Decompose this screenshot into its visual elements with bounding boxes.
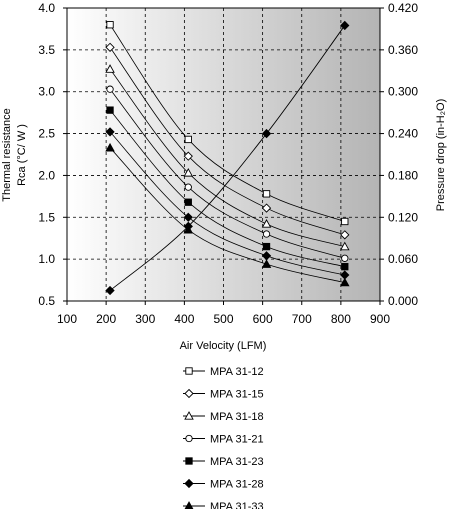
series-line-3 <box>109 88 345 259</box>
y-right-tick-label: 0.060 <box>388 252 418 266</box>
legend-label: MPA 31-28 <box>210 479 264 491</box>
data-point <box>340 230 350 240</box>
legend-label: MPA 31-15 <box>210 389 264 401</box>
y-left-tick-label: 4.0 <box>38 1 55 15</box>
y-left-tick-label: 3.0 <box>38 85 55 99</box>
series-line-4 <box>109 109 345 268</box>
series-line-1 <box>109 47 345 236</box>
legend-marker <box>184 411 194 420</box>
data-point <box>105 142 115 152</box>
x-tick-label: 400 <box>174 312 194 326</box>
y-right-tick-label: 0.000 <box>388 294 418 308</box>
y-left-axis-label-line2: Rca (°C/ W ) <box>16 124 28 186</box>
x-tick-label: 600 <box>253 312 273 326</box>
data-point <box>340 241 350 251</box>
legend-label: MPA 31-12 <box>210 366 264 378</box>
data-point <box>262 190 271 198</box>
legend-marker <box>184 388 194 399</box>
data-point <box>106 106 114 114</box>
y-left-tick-label: 2.0 <box>38 168 55 182</box>
data-point <box>340 277 350 287</box>
series-line-2 <box>109 68 345 247</box>
data-point <box>105 127 115 137</box>
data-point <box>341 263 349 271</box>
series-line-0 <box>109 24 345 222</box>
y-right-axis-ticks: 0.000 0.060 0.120 0.180 0.240 0.300 0.360 0.420 <box>380 1 418 308</box>
legend-marker <box>184 478 194 489</box>
series-lines <box>109 24 346 291</box>
data-point <box>183 151 193 161</box>
legend-label: MPA 31-21 <box>210 434 264 446</box>
series-line-6 <box>109 147 345 283</box>
data-point <box>105 64 115 73</box>
y-right-tick-label: 0.360 <box>388 43 418 57</box>
data-point <box>184 183 192 191</box>
legend: MPA 31-12 MPA 31-15 MPA 31-18 MPA 31-21 MPA … <box>183 366 264 509</box>
pressure-data-point <box>261 128 272 139</box>
y-right-tick-label: 0.240 <box>388 127 418 141</box>
y-left-tick-label: 2.5 <box>38 127 55 141</box>
y-left-tick-label: 1.0 <box>38 252 55 266</box>
legend-marker <box>184 501 194 509</box>
legend-marker <box>185 457 193 465</box>
data-point <box>262 230 271 238</box>
x-tick-label: 900 <box>370 312 390 326</box>
y-left-tick-label: 1.5 <box>38 210 55 224</box>
data-point <box>105 42 115 52</box>
data-point <box>341 254 349 262</box>
legend-label: MPA 31-18 <box>210 411 264 423</box>
x-tick-label: 200 <box>96 312 116 326</box>
pressure-data-point <box>105 285 115 296</box>
x-tick-label: 800 <box>331 312 351 326</box>
x-axis-ticks: 100 200 300 400 500 600 700 800 900 <box>57 301 390 326</box>
x-axis-label: Air Velocity (LFM) <box>180 340 267 352</box>
legend-label: MPA 31-33 <box>210 501 264 509</box>
x-tick-label: 500 <box>213 312 233 326</box>
data-point <box>184 135 192 144</box>
data-point <box>106 21 114 29</box>
data-point <box>183 167 194 177</box>
data-point <box>183 212 193 222</box>
y-right-tick-label: 0.180 <box>388 168 418 182</box>
y-left-axis-ticks: 0.5 1.0 1.5 2.0 2.5 3.0 3.5 4.0 <box>38 1 67 308</box>
y-right-tick-label: 0.420 <box>388 1 418 15</box>
legend-marker <box>185 434 193 443</box>
data-point <box>261 259 272 268</box>
series-line-5 <box>109 131 345 276</box>
data-point <box>184 198 192 206</box>
data-point <box>341 217 349 226</box>
data-markers <box>105 20 350 296</box>
data-point <box>261 203 272 213</box>
data-point <box>106 85 114 93</box>
x-tick-label: 300 <box>135 312 155 326</box>
y-left-tick-label: 3.5 <box>38 43 55 57</box>
y-right-tick-label: 0.120 <box>388 210 418 224</box>
pressure-data-point <box>183 221 193 231</box>
y-right-tick-label: 0.300 <box>388 85 418 99</box>
pressure-data-point <box>340 20 350 31</box>
data-point <box>261 219 272 228</box>
y-right-axis-label: Pressure drop (in-H₂O) <box>435 99 447 211</box>
y-left-axis-label-line1: Thermal resistance <box>1 108 13 202</box>
legend-marker <box>185 367 193 375</box>
x-tick-label: 100 <box>57 312 77 326</box>
pressure-drop-line <box>109 25 346 291</box>
x-tick-label: 700 <box>292 312 312 326</box>
y-left-tick-label: 0.5 <box>38 294 55 308</box>
data-point <box>262 242 271 251</box>
legend-label: MPA 31-23 <box>210 456 264 468</box>
